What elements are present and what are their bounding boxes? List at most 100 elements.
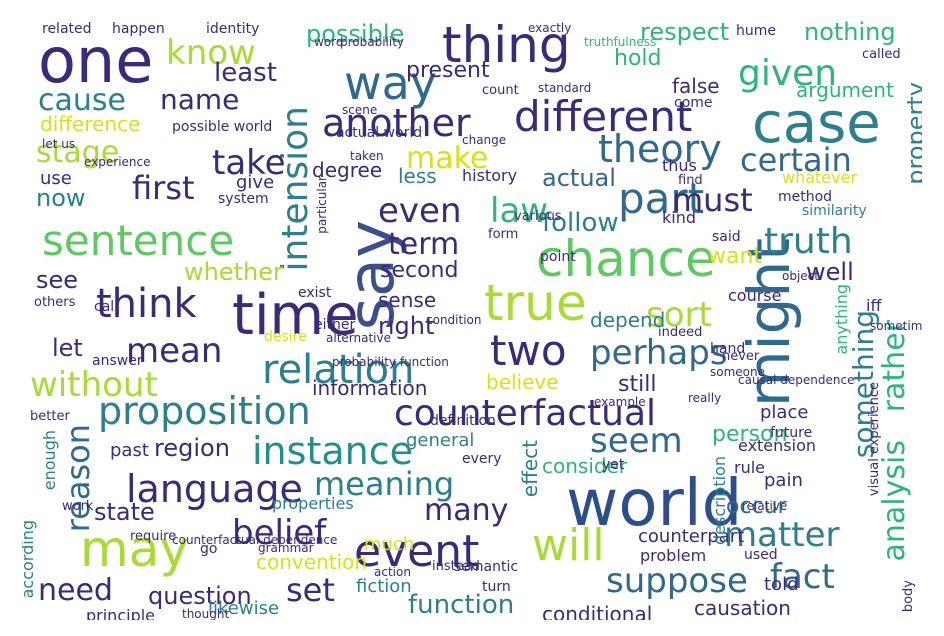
word-whatever: whatever bbox=[782, 168, 858, 187]
word-let us: let us bbox=[42, 137, 76, 151]
word-problem: problem bbox=[640, 546, 707, 565]
word-yet: yet bbox=[602, 457, 625, 473]
word-much: much bbox=[364, 534, 415, 555]
word-question: question bbox=[148, 582, 252, 610]
word-one: one bbox=[38, 24, 154, 97]
word-counterpart: counterpart bbox=[638, 526, 745, 547]
word-region: region bbox=[154, 434, 230, 462]
word-exactly: exactly bbox=[528, 21, 572, 35]
word-sentence: sentence bbox=[42, 216, 235, 265]
word-grammar: grammar bbox=[258, 541, 314, 555]
word-way: way bbox=[344, 56, 438, 110]
word-another: another bbox=[322, 101, 471, 145]
word-better: better bbox=[30, 409, 70, 424]
word-come: come bbox=[674, 95, 713, 111]
word-occur: occur bbox=[726, 494, 787, 519]
word-instead: instead bbox=[432, 559, 480, 574]
word-second: second bbox=[380, 258, 459, 283]
word-meaning: meaning bbox=[314, 465, 455, 503]
word-seem: seem bbox=[590, 421, 683, 461]
word-indeed: indeed bbox=[658, 325, 703, 340]
word-must: must bbox=[672, 181, 753, 219]
word-condition: condition bbox=[426, 313, 482, 327]
word-intension: intension bbox=[275, 106, 316, 272]
word-call: call bbox=[94, 299, 119, 315]
word-relation: relation bbox=[262, 347, 415, 393]
word-make: make bbox=[406, 141, 489, 176]
word-visual experience: visual experience bbox=[867, 382, 882, 497]
word-pain: pain bbox=[764, 470, 803, 491]
word-property: property bbox=[902, 82, 922, 185]
word-extension: extension bbox=[738, 436, 816, 455]
word-word: word bbox=[314, 35, 344, 49]
word-sometimes: sometimes bbox=[870, 319, 922, 333]
word-least: least bbox=[214, 58, 277, 88]
word-counterfactual dependence: counterfactual dependence bbox=[172, 533, 338, 547]
word-probability: probability bbox=[340, 35, 405, 49]
word-causation: causation bbox=[694, 596, 791, 620]
word-rule: rule bbox=[734, 458, 766, 477]
word-effect: effect bbox=[518, 440, 542, 498]
word-certain: certain bbox=[740, 141, 852, 179]
word-particular: particular bbox=[315, 176, 329, 234]
word-whether: whether bbox=[184, 258, 283, 286]
word-information: information bbox=[312, 376, 428, 400]
word-according: according bbox=[22, 520, 37, 599]
word-action: action bbox=[374, 565, 411, 579]
word-related: related bbox=[42, 21, 92, 37]
word-history: history bbox=[462, 166, 518, 185]
word-theory: theory bbox=[598, 127, 722, 171]
word-change: change bbox=[462, 133, 507, 147]
word-possible: possible bbox=[306, 20, 405, 48]
word-desire: desire bbox=[264, 329, 307, 345]
word-without: without bbox=[30, 365, 158, 405]
word-cloud: world one say time case might thing way … bbox=[22, 20, 922, 620]
word-object: object bbox=[782, 269, 819, 283]
word-stage: stage bbox=[36, 135, 120, 170]
word-called: called bbox=[862, 47, 901, 62]
word-degree: degree bbox=[312, 158, 383, 182]
word-used: used bbox=[744, 547, 778, 563]
word-rather: rather bbox=[877, 320, 912, 413]
word-know: know bbox=[166, 33, 256, 73]
word-actual: actual bbox=[542, 164, 616, 192]
word-example: example bbox=[594, 395, 646, 409]
word-depend: depend bbox=[590, 308, 666, 332]
word-case: case bbox=[752, 91, 881, 156]
word-anything: anything bbox=[832, 284, 851, 355]
word-standard: standard bbox=[538, 81, 592, 95]
word-need: need bbox=[38, 573, 113, 608]
word-told: told bbox=[764, 574, 799, 595]
word-similarity: similarity bbox=[802, 203, 867, 219]
word-name: name bbox=[160, 83, 240, 116]
word-two: two bbox=[490, 326, 567, 375]
word-see: see bbox=[36, 266, 79, 294]
word-fact: fact bbox=[770, 557, 835, 597]
word-take: take bbox=[212, 143, 286, 183]
word-argument: argument bbox=[796, 78, 894, 102]
word-relative: relative bbox=[742, 499, 788, 513]
word-various: various bbox=[514, 209, 562, 224]
word-conditional: conditional bbox=[542, 602, 653, 620]
word-sense: sense bbox=[378, 288, 437, 312]
word-probability function: probability function bbox=[332, 355, 449, 369]
word-may: may bbox=[80, 520, 189, 578]
word-false: false bbox=[672, 74, 720, 98]
word-perhaps: perhaps bbox=[590, 333, 728, 373]
word-identity: identity bbox=[206, 21, 260, 37]
word-actual world: actual world bbox=[336, 125, 423, 141]
word-hold: hold bbox=[614, 46, 662, 71]
word-fiction: fiction bbox=[356, 576, 412, 597]
word-set: set bbox=[286, 571, 335, 609]
word-counterfactual: counterfactual bbox=[394, 393, 657, 434]
word-belief: belief bbox=[232, 513, 327, 553]
word-hand: hand bbox=[710, 341, 746, 357]
word-use: use bbox=[40, 168, 72, 189]
word-definition: definition bbox=[430, 413, 496, 429]
word-time: time bbox=[232, 283, 359, 348]
word-others: others bbox=[34, 295, 76, 310]
word-many: many bbox=[424, 493, 509, 528]
word-event: event bbox=[354, 526, 480, 577]
word-true: true bbox=[484, 274, 587, 332]
word-find: find bbox=[678, 173, 703, 188]
